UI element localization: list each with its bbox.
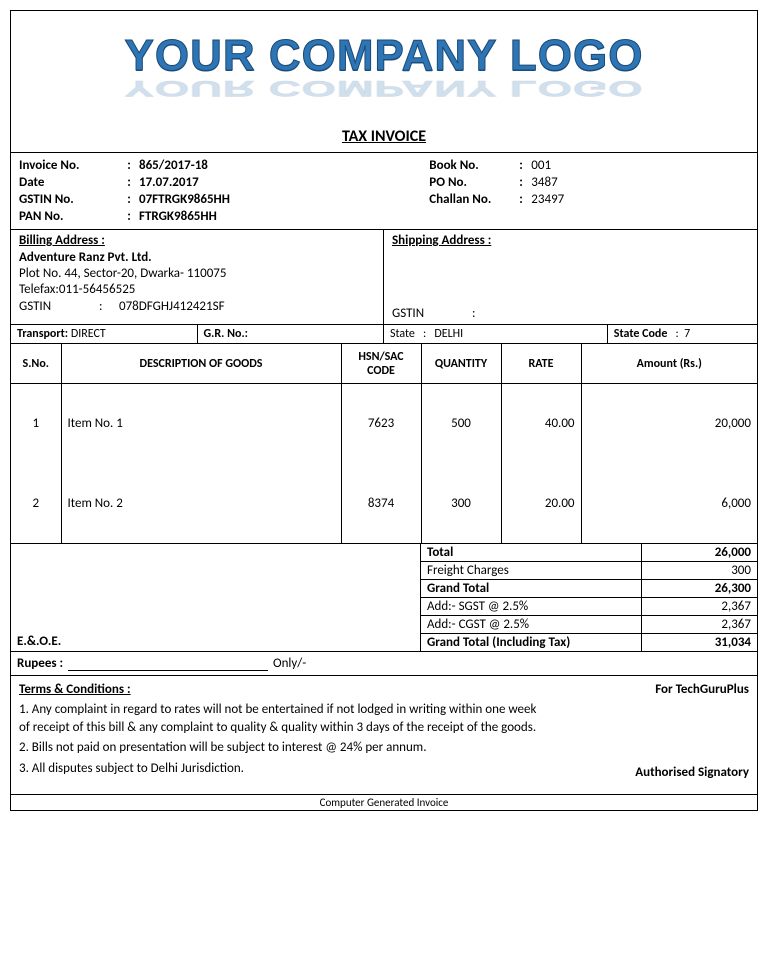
totals-left: E.&.O.E. bbox=[11, 544, 421, 651]
transport-row: Transport: DIRECT G.R. No.: State : DELH… bbox=[11, 324, 757, 343]
date-label: Date bbox=[19, 175, 119, 190]
item-sno: 2 bbox=[11, 464, 61, 544]
billing-name: Adventure Ranz Pvt. Ltd. bbox=[19, 250, 375, 265]
col-sno: S.No. bbox=[11, 344, 61, 384]
sgst-label: Add:- SGST @ 2.5% bbox=[421, 598, 642, 615]
invoice-no-label: Invoice No. bbox=[19, 158, 119, 173]
company-logo-text: YOUR COMPANY LOGO bbox=[21, 31, 747, 81]
col-rate: RATE bbox=[501, 344, 581, 384]
authorised-signatory: Authorised Signatory bbox=[635, 765, 749, 780]
billing-heading: Billing Address : bbox=[19, 233, 375, 248]
logo-area: YOUR COMPANY LOGO YOUR COMPANY LOGO bbox=[11, 11, 757, 123]
book-value: 001 bbox=[531, 158, 749, 173]
challan-value: 23497 bbox=[531, 192, 749, 207]
totals-section: E.&.O.E. Total 26,000 Freight Charges 30… bbox=[11, 544, 757, 651]
for-company: For TechGuruPlus bbox=[655, 682, 749, 697]
item-rate: 20.00 bbox=[501, 464, 581, 544]
term-2: 2. Bills not paid on presentation will b… bbox=[19, 739, 545, 757]
eoe-label: E.&.O.E. bbox=[17, 634, 414, 649]
col-qty: QUANTITY bbox=[421, 344, 501, 384]
final-label: Grand Total (Including Tax) bbox=[421, 634, 642, 651]
rupees-row: Rupees : Only/- bbox=[11, 651, 757, 675]
item-hsn: 7623 bbox=[341, 384, 421, 464]
state-cell: State : DELHI bbox=[384, 325, 608, 343]
transport-cell: Transport: DIRECT bbox=[11, 325, 198, 343]
item-qty: 500 bbox=[421, 384, 501, 464]
invoice-page: YOUR COMPANY LOGO YOUR COMPANY LOGO TAX … bbox=[10, 10, 758, 811]
footer-note: Computer Generated Invoice bbox=[11, 794, 757, 810]
billing-telefax: Telefax:011-56456525 bbox=[19, 282, 375, 297]
total-label: Total bbox=[421, 544, 642, 561]
gstin-label: GSTIN No. bbox=[19, 192, 119, 207]
document-title: TAX INVOICE bbox=[11, 123, 757, 152]
item-hsn: 8374 bbox=[341, 464, 421, 544]
shipping-address: Shipping Address : GSTIN : bbox=[384, 230, 757, 324]
items-header-row: S.No. DESCRIPTION OF GOODS HSN/SAC CODE … bbox=[11, 344, 757, 384]
totals-right: Total 26,000 Freight Charges 300 Grand T… bbox=[421, 544, 757, 651]
term-1: 1. Any complaint in regard to rates will… bbox=[19, 701, 545, 736]
book-label: Book No. bbox=[429, 158, 519, 173]
gr-cell: G.R. No.: bbox=[198, 325, 385, 343]
freight-value: 300 bbox=[642, 562, 757, 579]
header-right: Book No. : 001 PO No. : 3487 Challan No.… bbox=[421, 153, 757, 229]
invoice-no-value: 865/2017-18 bbox=[139, 158, 413, 173]
shipping-gstin-label: GSTIN bbox=[392, 306, 472, 321]
col-desc: DESCRIPTION OF GOODS bbox=[61, 344, 341, 384]
date-value: 17.07.2017 bbox=[139, 175, 413, 190]
po-value: 3487 bbox=[531, 175, 749, 190]
header-left: Invoice No. : 865/2017-18 Date : 17.07.2… bbox=[11, 153, 421, 229]
freight-label: Freight Charges bbox=[421, 562, 642, 579]
shipping-heading: Shipping Address : bbox=[392, 233, 749, 248]
final-value: 31,034 bbox=[642, 634, 757, 651]
col-amt: Amount (Rs.) bbox=[581, 344, 757, 384]
col-hsn: HSN/SAC CODE bbox=[341, 344, 421, 384]
statecode-cell: State Code : 7 bbox=[608, 325, 757, 343]
cgst-label: Add:- CGST @ 2.5% bbox=[421, 616, 642, 633]
pan-label: PAN No. bbox=[19, 209, 119, 224]
po-label: PO No. bbox=[429, 175, 519, 190]
terms-heading: Terms & Conditions : bbox=[19, 682, 545, 697]
terms-section: Terms & Conditions : 1. Any complaint in… bbox=[11, 675, 757, 794]
grand-value: 26,300 bbox=[642, 580, 757, 597]
header-meta: Invoice No. : 865/2017-18 Date : 17.07.2… bbox=[11, 152, 757, 229]
rupees-suffix: Only/- bbox=[273, 656, 306, 671]
billing-line1: Plot No. 44, Sector-20, Dwarka- 110075 bbox=[19, 266, 375, 281]
challan-label: Challan No. bbox=[429, 192, 519, 207]
rupees-blank bbox=[68, 670, 268, 671]
address-section: Billing Address : Adventure Ranz Pvt. Lt… bbox=[11, 229, 757, 324]
table-row: 1 Item No. 1 7623 500 40.00 20,000 bbox=[11, 384, 757, 464]
billing-gstin-value: 078DFGHJ412421SF bbox=[119, 299, 225, 314]
total-value: 26,000 bbox=[642, 544, 757, 561]
item-sno: 1 bbox=[11, 384, 61, 464]
pan-value: FTRGK9865HH bbox=[139, 209, 413, 224]
items-table: S.No. DESCRIPTION OF GOODS HSN/SAC CODE … bbox=[11, 343, 757, 544]
cgst-value: 2,367 bbox=[642, 616, 757, 633]
terms-left: Terms & Conditions : 1. Any complaint in… bbox=[19, 682, 545, 780]
item-amt: 20,000 bbox=[581, 384, 757, 464]
gstin-value: 07FTRGK9865HH bbox=[139, 192, 413, 207]
item-desc: Item No. 1 bbox=[61, 384, 341, 464]
billing-gstin-label: GSTIN bbox=[19, 299, 99, 314]
term-3: 3. All disputes subject to Delhi Jurisdi… bbox=[19, 760, 545, 778]
billing-address: Billing Address : Adventure Ranz Pvt. Lt… bbox=[11, 230, 384, 324]
item-rate: 40.00 bbox=[501, 384, 581, 464]
company-logo-reflection: YOUR COMPANY LOGO bbox=[21, 76, 747, 101]
rupees-label: Rupees : bbox=[17, 656, 63, 671]
item-desc: Item No. 2 bbox=[61, 464, 341, 544]
item-amt: 6,000 bbox=[581, 464, 757, 544]
grand-label: Grand Total bbox=[421, 580, 642, 597]
item-qty: 300 bbox=[421, 464, 501, 544]
sgst-value: 2,367 bbox=[642, 598, 757, 615]
terms-right: For TechGuruPlus Authorised Signatory bbox=[545, 682, 749, 780]
table-row: 2 Item No. 2 8374 300 20.00 6,000 bbox=[11, 464, 757, 544]
